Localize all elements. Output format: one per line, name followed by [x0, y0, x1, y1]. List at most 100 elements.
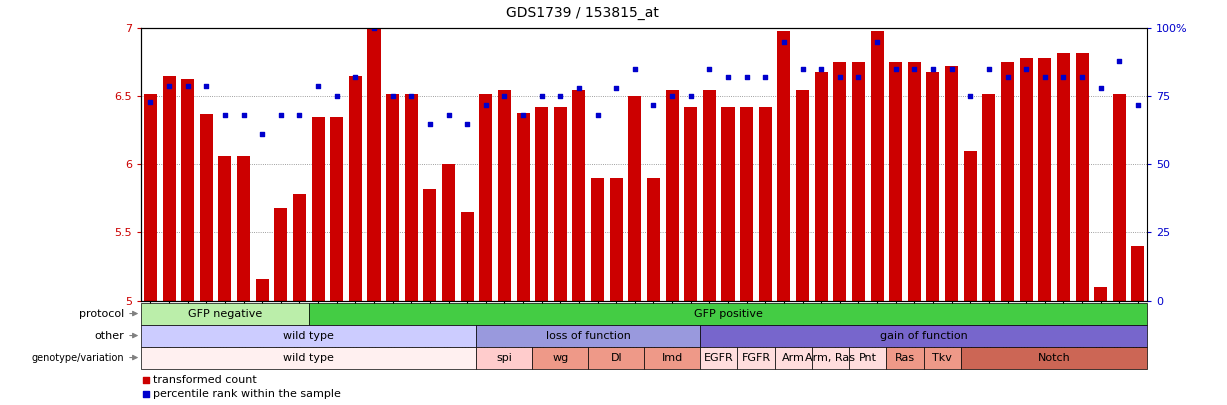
Point: [829, 74, 849, 81]
Point: [196, 82, 216, 89]
Bar: [480, 94, 492, 301]
Bar: [983, 94, 995, 301]
Bar: [908, 62, 920, 301]
Text: wild type: wild type: [283, 352, 334, 362]
Bar: [924, 347, 961, 369]
Bar: [945, 66, 958, 301]
Point: [136, 376, 156, 383]
Text: EGFR: EGFR: [704, 352, 734, 362]
Point: [420, 120, 439, 127]
Point: [513, 112, 533, 119]
Bar: [255, 279, 269, 301]
Text: gain of function: gain of function: [880, 330, 968, 341]
Bar: [665, 90, 679, 301]
Bar: [460, 212, 474, 301]
Bar: [1056, 53, 1070, 301]
Text: Imd: Imd: [661, 352, 682, 362]
Point: [1091, 85, 1110, 92]
Bar: [1094, 287, 1107, 301]
Text: transformed count: transformed count: [153, 375, 256, 385]
Bar: [423, 189, 437, 301]
Point: [178, 82, 198, 89]
Text: wild type: wild type: [283, 330, 334, 341]
Bar: [849, 347, 886, 369]
Text: Pnt: Pnt: [859, 352, 877, 362]
Bar: [737, 347, 774, 369]
Bar: [309, 303, 1147, 324]
Bar: [1038, 58, 1052, 301]
Text: Dl: Dl: [610, 352, 622, 362]
Text: wg: wg: [552, 352, 568, 362]
Bar: [348, 76, 362, 301]
Text: GFP positive: GFP positive: [693, 309, 762, 319]
Point: [160, 82, 179, 89]
Point: [458, 120, 477, 127]
Point: [141, 98, 161, 105]
Bar: [778, 31, 790, 301]
Bar: [871, 31, 883, 301]
Point: [346, 74, 366, 81]
Bar: [141, 303, 309, 324]
Bar: [144, 94, 157, 301]
Bar: [1113, 94, 1126, 301]
Point: [699, 66, 719, 72]
Bar: [833, 62, 847, 301]
Point: [942, 66, 962, 72]
Bar: [644, 347, 701, 369]
Point: [1128, 101, 1147, 108]
Text: Arm: Arm: [782, 352, 805, 362]
Point: [998, 74, 1017, 81]
Text: FGFR: FGFR: [741, 352, 771, 362]
Point: [364, 25, 384, 32]
Bar: [628, 96, 642, 301]
Bar: [387, 94, 399, 301]
Bar: [588, 347, 644, 369]
Point: [569, 85, 589, 92]
Text: genotype/variation: genotype/variation: [32, 352, 124, 362]
Bar: [293, 194, 306, 301]
Bar: [330, 117, 344, 301]
Bar: [517, 113, 530, 301]
Bar: [591, 178, 604, 301]
Point: [811, 66, 831, 72]
Point: [1054, 74, 1074, 81]
Bar: [852, 62, 865, 301]
Bar: [963, 151, 977, 301]
Point: [793, 66, 812, 72]
Bar: [610, 178, 623, 301]
Point: [756, 74, 775, 81]
Point: [718, 74, 737, 81]
Text: protocol: protocol: [79, 309, 124, 319]
Bar: [498, 90, 510, 301]
Bar: [312, 117, 325, 301]
Bar: [237, 156, 250, 301]
Point: [1109, 58, 1129, 64]
Point: [494, 93, 514, 100]
Bar: [961, 347, 1147, 369]
Point: [551, 93, 571, 100]
Point: [961, 93, 980, 100]
Point: [606, 85, 626, 92]
Bar: [1001, 62, 1014, 301]
Text: spi: spi: [497, 352, 513, 362]
Point: [215, 112, 234, 119]
Point: [531, 93, 551, 100]
Bar: [162, 76, 175, 301]
Point: [234, 112, 254, 119]
Text: loss of function: loss of function: [546, 330, 631, 341]
Bar: [476, 347, 533, 369]
Point: [886, 66, 906, 72]
Point: [774, 39, 794, 45]
Point: [1016, 66, 1036, 72]
Bar: [405, 94, 417, 301]
Bar: [535, 107, 548, 301]
Bar: [182, 79, 194, 301]
Point: [308, 82, 328, 89]
Bar: [721, 107, 735, 301]
Text: percentile rank within the sample: percentile rank within the sample: [153, 389, 341, 399]
Text: GDS1739 / 153815_at: GDS1739 / 153815_at: [507, 6, 659, 20]
Point: [663, 93, 682, 100]
Bar: [573, 90, 585, 301]
Bar: [701, 347, 737, 369]
Point: [439, 112, 459, 119]
